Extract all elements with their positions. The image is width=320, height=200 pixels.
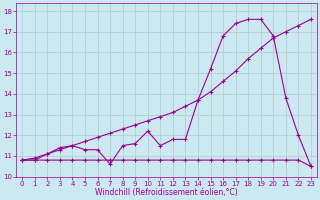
X-axis label: Windchill (Refroidissement éolien,°C): Windchill (Refroidissement éolien,°C): [95, 188, 238, 197]
